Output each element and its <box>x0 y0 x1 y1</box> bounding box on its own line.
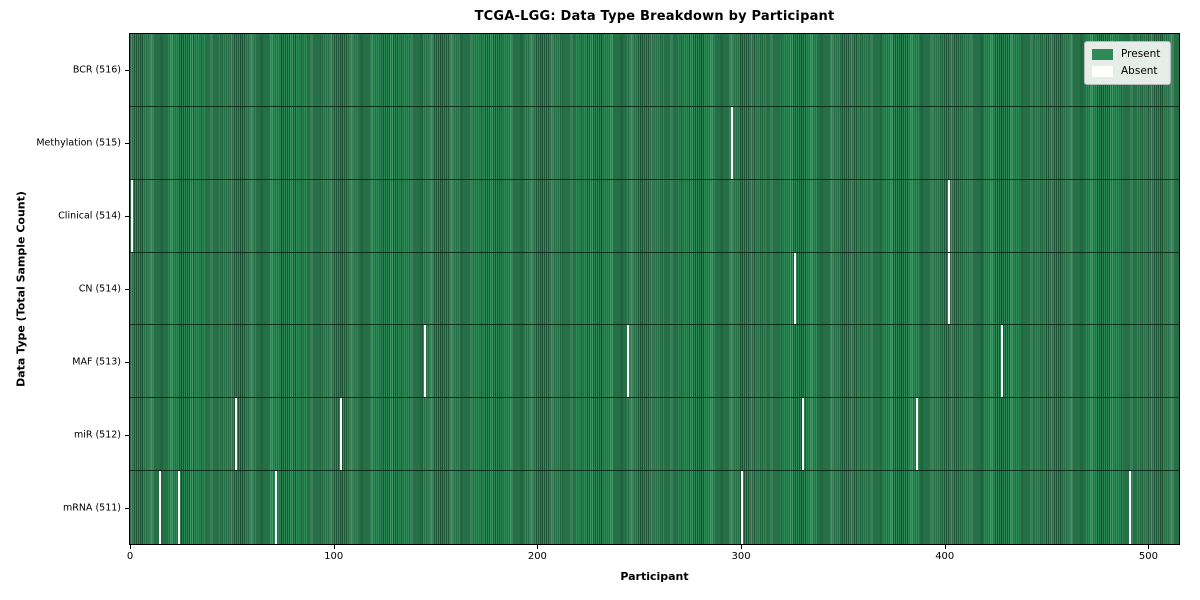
x-tick-label: 400 <box>935 551 955 562</box>
x-tick-mark <box>537 545 539 549</box>
y-tick-mark <box>125 142 129 144</box>
x-tick-mark <box>130 545 132 549</box>
y-tick-label: mRNA (511) <box>62 502 121 514</box>
chart-title: TCGA-LGG: Data Type Breakdown by Partici… <box>474 9 835 24</box>
y-tick-mark <box>125 508 129 510</box>
x-tick-label: 500 <box>1138 551 1158 562</box>
legend: Present Absent <box>1084 41 1172 85</box>
heatmap-row-bcr <box>130 34 1179 107</box>
absent-marker <box>793 252 796 325</box>
y-tick-mark <box>125 289 129 290</box>
x-tick-label: 0 <box>126 551 134 562</box>
absent-marker <box>159 471 162 544</box>
x-axis-label: Participant <box>620 570 689 583</box>
plot-area <box>129 33 1180 545</box>
absent-marker <box>1001 325 1004 398</box>
absent-swatch-icon <box>1092 66 1113 77</box>
y-tick-mark <box>125 435 129 437</box>
x-tick-mark <box>944 545 946 549</box>
legend-item-present: Present <box>1092 49 1160 60</box>
x-tick-mark <box>1148 545 1150 549</box>
legend-item-absent: Absent <box>1092 66 1160 77</box>
absent-marker <box>948 252 951 325</box>
legend-label-absent: Absent <box>1121 65 1158 78</box>
absent-marker <box>177 471 180 544</box>
y-tick-label: Clinical (514) <box>58 210 121 222</box>
heatmap-row-methylation <box>130 106 1179 180</box>
absent-marker <box>730 106 733 179</box>
y-tick-label: MAF (513) <box>72 356 121 368</box>
x-tick-label: 100 <box>324 551 344 562</box>
absent-marker <box>1129 471 1132 544</box>
absent-marker <box>275 471 278 544</box>
y-tick-label: Methylation (515) <box>36 137 121 149</box>
y-tick-mark <box>125 215 129 217</box>
absent-marker <box>234 398 237 471</box>
heatmap-row-clinical <box>130 179 1179 253</box>
x-tick-mark <box>741 545 743 549</box>
legend-label-present: Present <box>1121 48 1161 61</box>
x-tick-label: 300 <box>731 551 751 562</box>
y-tick-mark <box>125 362 129 364</box>
absent-marker <box>340 398 343 471</box>
present-swatch-icon <box>1092 49 1113 60</box>
absent-marker <box>915 398 918 471</box>
heatmap-row-cn <box>130 252 1179 326</box>
absent-marker <box>423 325 426 398</box>
heatmap-row-maf <box>130 325 1179 399</box>
x-tick-mark <box>333 545 335 549</box>
absent-marker <box>801 398 804 471</box>
absent-marker <box>948 179 951 252</box>
y-tick-label: miR (512) <box>73 429 121 441</box>
heatmap-row-mir <box>130 398 1179 472</box>
absent-marker <box>740 471 743 544</box>
y-tick-label: BCR (516) <box>72 64 121 76</box>
y-tick-label: CN (514) <box>78 283 121 295</box>
y-tick-mark <box>125 69 129 71</box>
absent-marker <box>131 179 134 252</box>
heatmap-row-mrna <box>130 471 1179 544</box>
x-tick-label: 200 <box>527 551 547 562</box>
absent-marker <box>627 325 630 398</box>
